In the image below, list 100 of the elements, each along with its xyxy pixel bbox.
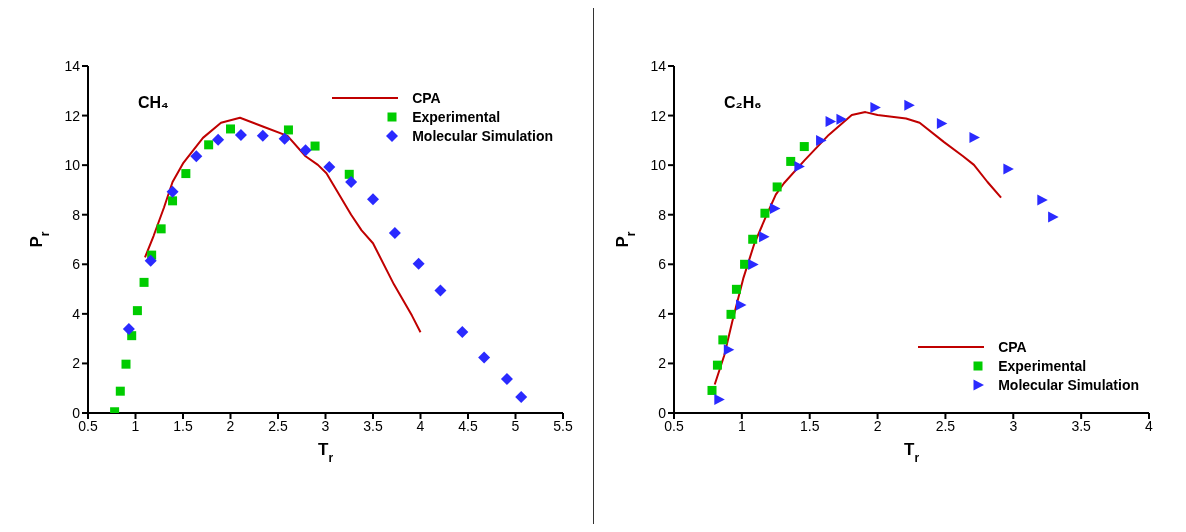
- x-tick-label: 3: [321, 417, 330, 434]
- point: [412, 257, 425, 270]
- point: [904, 99, 915, 111]
- point: [870, 101, 881, 113]
- point: [226, 124, 235, 134]
- point: [736, 299, 747, 311]
- point: [500, 373, 513, 386]
- y-tick-label: 6: [72, 256, 81, 273]
- point: [122, 322, 135, 335]
- x-tick-label: 1: [131, 417, 140, 434]
- legend-label: Experimental: [998, 357, 1087, 374]
- point: [726, 309, 736, 319]
- x-tick-label: 1: [737, 417, 746, 434]
- y-tick-label: 14: [650, 57, 667, 74]
- point: [748, 259, 759, 271]
- point: [367, 193, 379, 206]
- point: [139, 277, 149, 287]
- point: [772, 182, 782, 192]
- x-axis-title: T$_{r}$: [317, 440, 334, 465]
- point: [181, 169, 191, 179]
- point: [121, 359, 131, 369]
- y-tick-label: 12: [64, 107, 81, 124]
- x-tick-label: 5: [511, 417, 520, 434]
- y-tick-label: 14: [64, 57, 81, 74]
- y-tick-label: 0: [72, 404, 81, 421]
- point: [212, 133, 225, 146]
- point: [1037, 194, 1048, 206]
- legend-label: CPA: [998, 338, 1027, 355]
- point: [166, 185, 179, 198]
- point: [723, 344, 735, 356]
- text: CH₄: [138, 94, 169, 111]
- point: [748, 234, 758, 244]
- point: [310, 141, 320, 151]
- point: [388, 227, 401, 240]
- x-tick-label: 2.5: [268, 417, 288, 434]
- y-tick-label: 10: [650, 157, 667, 174]
- point: [969, 131, 980, 143]
- x-tick-label: 2: [226, 417, 235, 434]
- point: [478, 351, 491, 364]
- point: [816, 135, 827, 147]
- x-tick-label: 2: [873, 417, 882, 434]
- x-tick-label: 1.5: [173, 417, 193, 434]
- x-tick-label: 3: [1009, 417, 1018, 434]
- y-tick-label: 4: [72, 305, 81, 322]
- legend-label: CPA: [412, 89, 441, 106]
- point: [1003, 163, 1014, 175]
- point: [345, 176, 358, 188]
- point: [156, 224, 166, 234]
- point: [718, 335, 728, 345]
- point: [936, 118, 948, 129]
- point: [786, 156, 796, 166]
- y-tick-label: 2: [658, 355, 667, 372]
- point: [731, 284, 741, 294]
- point: [204, 140, 214, 150]
- point: [256, 129, 269, 142]
- point: [168, 196, 178, 206]
- x-tick-label: 5.5: [553, 417, 573, 434]
- point: [283, 125, 293, 135]
- x-tick-label: 4: [1145, 417, 1154, 434]
- point: [515, 390, 528, 403]
- point: [190, 150, 203, 163]
- point: [707, 385, 717, 395]
- point: [323, 160, 336, 173]
- point: [794, 160, 805, 172]
- x-tick-label: 3.5: [363, 417, 383, 434]
- point: [799, 142, 809, 152]
- point: [132, 306, 142, 316]
- point: [115, 386, 125, 396]
- point: [1048, 211, 1059, 223]
- point: [234, 128, 247, 141]
- x-tick-label: 4.5: [458, 417, 478, 434]
- point: [144, 254, 157, 267]
- point: [769, 203, 781, 215]
- y-tick-label: 6: [658, 256, 667, 273]
- y-tick-label: 10: [64, 157, 81, 174]
- y-tick-label: 2: [72, 355, 81, 372]
- point: [712, 360, 722, 370]
- point: [434, 284, 447, 297]
- y-tick-label: 12: [650, 107, 667, 124]
- x-tick-label: 3.5: [1071, 417, 1092, 434]
- point: [760, 208, 770, 218]
- x-tick-label: 4: [416, 417, 425, 434]
- x-tick-label: 1.5: [799, 417, 820, 434]
- point: [759, 231, 770, 243]
- point: [836, 113, 847, 125]
- point: [278, 132, 291, 145]
- y-tick-label: 8: [658, 206, 667, 223]
- x-tick-label: 0.5: [78, 417, 98, 434]
- point: [714, 394, 725, 406]
- point: [299, 144, 312, 157]
- x-tick-label: 2.5: [935, 417, 956, 434]
- y-tick-label: 4: [658, 305, 667, 322]
- legend-label: Molecular Simulation: [412, 127, 553, 144]
- legend-label: Experimental: [412, 108, 501, 125]
- legend-label: Molecular Simulation: [998, 376, 1139, 393]
- x-axis-title: T$_{r}$: [903, 440, 920, 465]
- x-tick-label: 0.5: [664, 417, 684, 434]
- y-tick-label: 0: [658, 404, 667, 421]
- y-tick-label: 8: [72, 206, 81, 223]
- point: [456, 325, 469, 338]
